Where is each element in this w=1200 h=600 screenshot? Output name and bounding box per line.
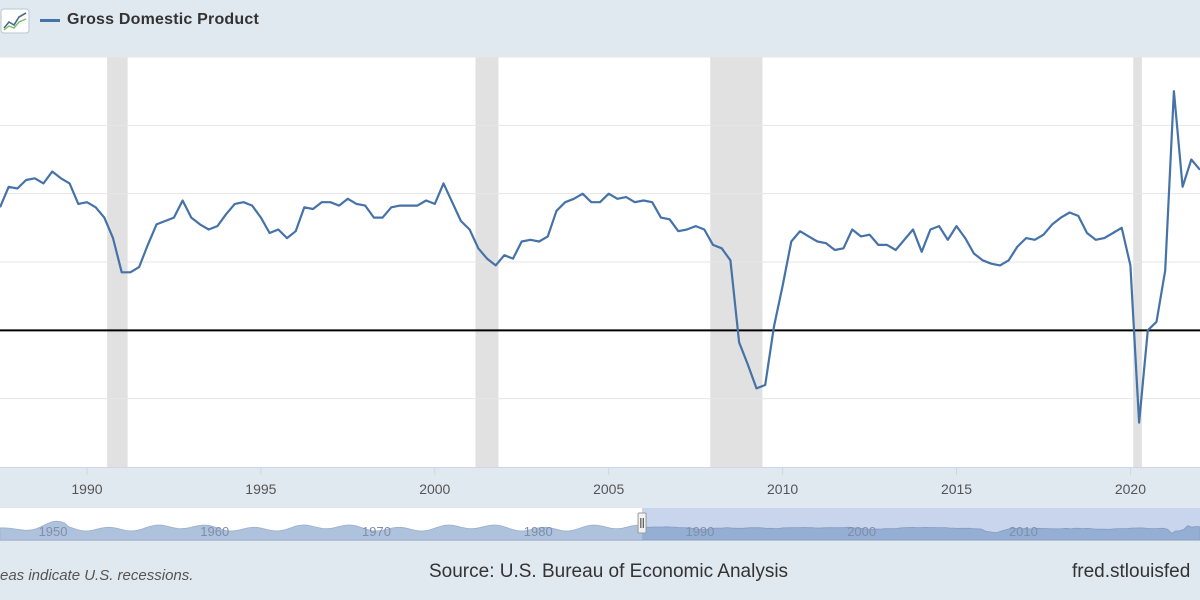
x-tick-label: 2010 — [767, 481, 798, 497]
source-text: Source: U.S. Bureau of Economic Analysis — [429, 561, 789, 582]
x-tick-label: 2000 — [419, 481, 450, 497]
gridlines — [0, 56, 1200, 468]
line-chart-icon[interactable] — [0, 8, 30, 34]
legend-label: Gross Domestic Product — [67, 11, 260, 28]
navigator-tick-label: 1980 — [524, 524, 553, 539]
x-tick-label: 1990 — [71, 481, 102, 497]
chart-header: Gross Domestic Product — [0, 0, 1200, 44]
x-tick-label: 2020 — [1115, 481, 1146, 497]
navigator-tick-label: 1950 — [39, 524, 68, 539]
navigator-handle-left[interactable] — [637, 512, 647, 534]
navigator-tick-label: 2010 — [1009, 524, 1038, 539]
legend-swatch — [40, 18, 60, 22]
legend[interactable]: Gross Domestic Product — [40, 11, 259, 29]
navigator-tick-label: 1970 — [362, 524, 391, 539]
x-tick-label: 1995 — [245, 481, 276, 497]
navigator-tick-label: 1990 — [685, 524, 714, 539]
navigator-handle-body[interactable] — [637, 512, 647, 534]
navigator-tick-label: 1960 — [200, 524, 229, 539]
range-navigator[interactable]: 1950 1960 1970 1980 1990 2000 2010 — [0, 508, 1200, 541]
navigator-tick-label: 2000 — [847, 524, 876, 539]
x-tick-label: 2005 — [593, 481, 624, 497]
series-line-gdp[interactable] — [0, 90, 1200, 424]
brand-link[interactable]: fred.stlouisfed — [1072, 561, 1191, 582]
x-tick-label: 2015 — [941, 481, 972, 497]
navigator-series — [0, 520, 1200, 541]
recession-note: eas indicate U.S. recessions. — [0, 567, 194, 584]
x-axis: 1990 1995 2000 2005 2010 2015 2020 — [71, 467, 1146, 497]
